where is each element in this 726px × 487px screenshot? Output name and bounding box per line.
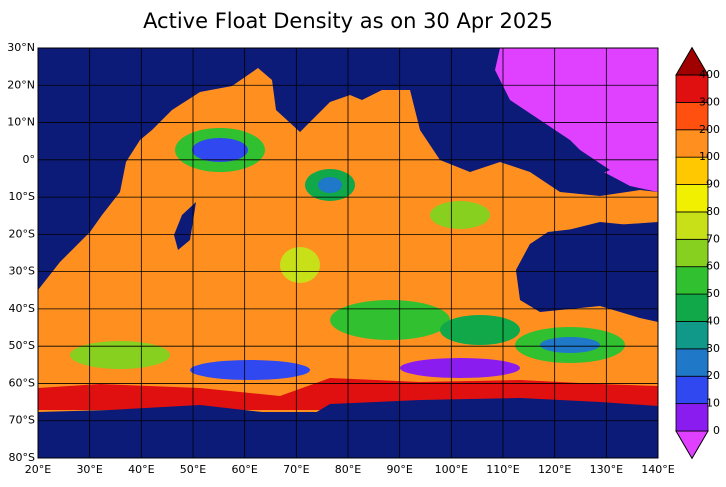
lat-tick-label: 20°S — [9, 227, 35, 240]
lon-tick-label: 70°E — [283, 463, 309, 476]
colorbar-segment — [675, 375, 709, 405]
colorbar-segment — [675, 266, 709, 295]
colorbar-segment — [675, 348, 709, 377]
colorbar-label: 0 — [713, 424, 720, 437]
colorbar-label: 200 — [699, 123, 720, 136]
lat-tick-label: 40°S — [9, 302, 35, 315]
colorbar-segment — [675, 184, 709, 213]
lon-tick-label: 20°E — [25, 463, 51, 476]
colorbar-label: 400 — [699, 68, 720, 81]
colorbar-segment — [675, 293, 709, 322]
colorbar-over — [675, 46, 709, 76]
colorbar: 0 10 20 30 40 50 60 70 80 90 100 200 300 400 — [675, 46, 720, 460]
lon-tick-label: 110°E — [486, 463, 519, 476]
colorbar-label: 300 — [699, 95, 720, 108]
colorbar-label: 10 — [706, 397, 720, 410]
colorbar-label: 40 — [706, 314, 720, 327]
colorbar-segment — [675, 238, 709, 268]
colorbar-label: 30 — [706, 342, 720, 355]
lat-tick-label: 0° — [23, 153, 36, 166]
colorbar-segment — [675, 129, 709, 158]
colorbar-label: 100 — [699, 150, 720, 163]
lon-tick-label: 50°E — [180, 463, 206, 476]
colorbar-label: 20 — [706, 369, 720, 382]
lat-tick-label: 50°S — [9, 339, 35, 352]
lon-tick-label: 30°E — [76, 463, 102, 476]
map-title: Active Float Density as on 30 Apr 2025 — [143, 9, 553, 33]
colorbar-label: 80 — [706, 205, 720, 218]
lon-tick-label: 140°E — [641, 463, 674, 476]
lat-tick-label: 10°S — [9, 190, 35, 203]
colorbar-segment — [675, 403, 709, 432]
colorbar-segment — [675, 74, 709, 103]
colorbar-label: 50 — [706, 287, 720, 300]
lon-tick-label: 40°E — [128, 463, 154, 476]
map-frame — [37, 47, 659, 459]
colorbar-label: 90 — [706, 178, 720, 191]
colorbar-segment — [675, 101, 709, 131]
lat-tick-label: 80°S — [9, 451, 35, 464]
lat-tick-label: 70°S — [9, 414, 35, 427]
lon-tick-label: 90°E — [386, 463, 412, 476]
lat-tick-label: 60°S — [9, 376, 35, 389]
lon-tick-label: 80°E — [335, 463, 361, 476]
colorbar-label: 70 — [706, 232, 720, 245]
lat-tick-label: 30°S — [9, 265, 35, 278]
colorbar-under — [675, 430, 709, 460]
lon-tick-label: 100°E — [435, 463, 468, 476]
colorbar-segment — [675, 321, 709, 350]
colorbar-segment — [675, 211, 709, 240]
lon-tick-label: 120°E — [538, 463, 571, 476]
lat-tick-label: 30°N — [7, 41, 35, 54]
colorbar-label: 60 — [706, 260, 720, 273]
lon-tick-label: 60°E — [231, 463, 257, 476]
lon-tick-label: 130°E — [590, 463, 623, 476]
lat-tick-label: 20°N — [7, 78, 35, 91]
lat-tick-label: 10°N — [7, 116, 35, 129]
